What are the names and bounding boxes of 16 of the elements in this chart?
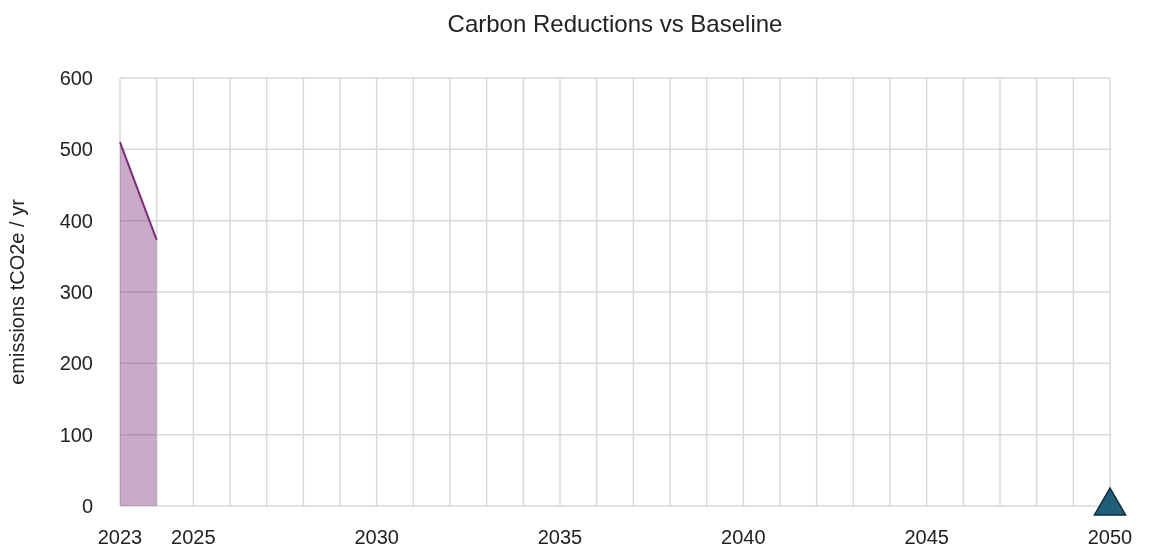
y-tick-label: 0 <box>81 495 93 517</box>
y-axis-title: emissions tCO2e / yr <box>6 198 28 385</box>
x-tick-label: 2050 <box>1087 526 1133 548</box>
y-tick-label: 400 <box>59 209 93 232</box>
y-tick-label: 200 <box>59 352 93 375</box>
y-tick-label: 600 <box>59 67 93 89</box>
y-tick-label: 500 <box>59 138 93 161</box>
x-tick-label: 2045 <box>904 526 949 548</box>
x-tick-label: 2035 <box>537 526 583 548</box>
x-tick-label: 2025 <box>171 526 216 548</box>
y-tick-label: 300 <box>59 281 93 303</box>
x-tick-label: 2040 <box>721 526 766 548</box>
x-tick-label: 2023 <box>97 526 143 548</box>
chart-title: Carbon Reductions vs Baseline <box>447 10 783 37</box>
y-tick-label: 100 <box>59 423 93 446</box>
x-tick-label: 2030 <box>354 526 399 548</box>
